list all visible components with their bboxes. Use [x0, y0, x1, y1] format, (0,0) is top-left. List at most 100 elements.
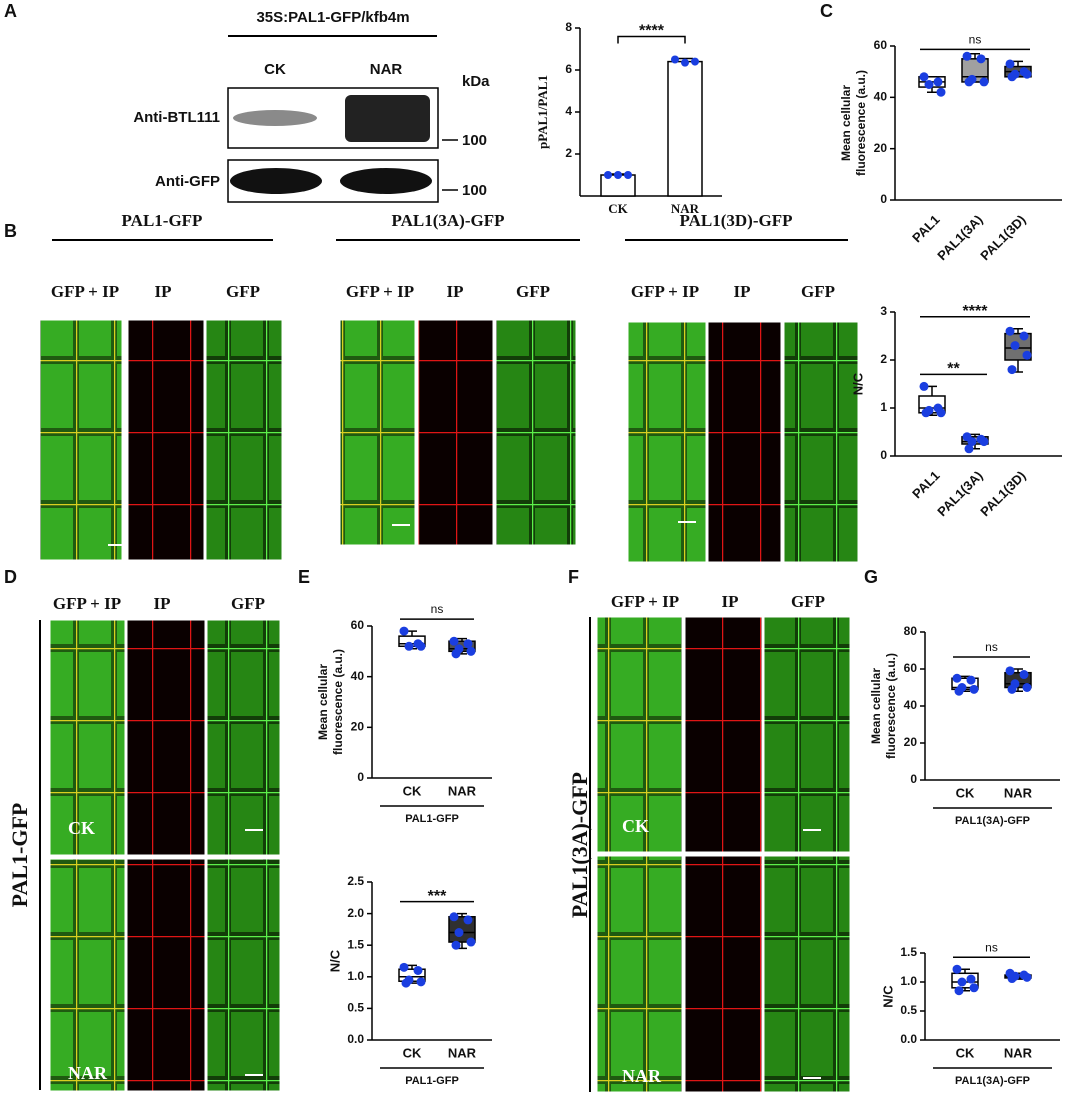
data-point [691, 57, 699, 66]
group-label: PAL1-GFP [405, 813, 459, 825]
significance-label: *** [428, 888, 447, 905]
data-point [1007, 365, 1017, 375]
micrograph [684, 616, 763, 853]
data-point [1005, 59, 1015, 69]
bar [667, 60, 703, 197]
x-tick-label: NAR [448, 1045, 477, 1060]
data-point [416, 977, 426, 987]
y-tick-label: 80 [904, 624, 918, 638]
y-tick-label: 20 [874, 141, 888, 155]
chart: 2 4 6 8 pPAL1/PAL1 CK NAR **** [535, 20, 722, 216]
micrograph [339, 319, 416, 546]
micrograph [627, 321, 707, 563]
y-tick-label: 40 [904, 698, 918, 712]
x-tick-label: CK [956, 1045, 975, 1060]
group-label: PAL1(3A)-GFP [955, 1075, 1030, 1087]
data-point [604, 171, 612, 179]
significance-label: ns [431, 602, 444, 616]
y-axis-label: Mean cellular [869, 668, 883, 744]
y-tick-label: 0 [880, 448, 887, 462]
data-point [933, 77, 943, 87]
marker-label: 100 [462, 132, 487, 149]
whisker [1013, 328, 1023, 334]
data-point [964, 444, 974, 454]
data-point [979, 437, 989, 447]
y-tick-label: 0.5 [347, 1001, 364, 1015]
channel-label: GFP + IP [51, 282, 119, 301]
micrograph [49, 858, 126, 1092]
panel-label: D [4, 567, 17, 587]
data-point [1007, 974, 1017, 984]
y-tick-label: 0.5 [900, 1003, 917, 1017]
group-label: PAL1-GFP [405, 1075, 459, 1087]
y-tick-label: 2.5 [347, 874, 364, 888]
micrograph [205, 319, 283, 561]
y-tick-label: 1.0 [900, 974, 917, 988]
condition-label: CK [622, 816, 649, 836]
blot-band [230, 168, 322, 194]
channel-label: IP [734, 282, 751, 301]
data-point [416, 641, 426, 651]
data-point [466, 646, 476, 656]
y-tick-label: 40 [351, 669, 365, 683]
chart: 0.0 0.5 1.0 1.5 N/C CK NAR ns PAL1(3A)-GFP [880, 940, 1060, 1087]
row-label: Anti-GFP [155, 173, 220, 190]
data-point [952, 964, 962, 974]
data-point [976, 54, 986, 64]
significance-label: ** [947, 361, 960, 378]
data-point [964, 77, 974, 87]
condition-label: CK [68, 818, 95, 838]
data-point [954, 686, 964, 696]
data-point [681, 58, 689, 67]
y-axis-label: N/C [850, 372, 865, 395]
data-point [936, 408, 946, 418]
y-tick-label: 20 [351, 720, 365, 734]
data-point [921, 408, 931, 418]
channel-label: IP [154, 594, 171, 613]
data-point [966, 675, 976, 685]
data-point [1022, 350, 1032, 360]
group-label: PAL1(3A)-GFP [955, 815, 1030, 827]
micrograph [783, 321, 859, 563]
micrograph [417, 319, 494, 546]
y-axis-label: N/C [880, 985, 895, 1008]
x-tick-label: NAR [1004, 1045, 1033, 1060]
y-tick-label: 8 [565, 20, 572, 34]
data-point [466, 937, 476, 947]
data-point [463, 639, 473, 649]
layout [39, 35, 848, 1092]
x-tick-label: PAL1(3A) [934, 212, 985, 263]
micrograph [495, 319, 577, 546]
channel-label: IP [722, 592, 739, 611]
data-point [624, 171, 632, 179]
channel-label: GFP + IP [53, 594, 121, 613]
channel-label: GFP + IP [346, 282, 414, 301]
x-tick-label: NAR [1004, 785, 1033, 800]
x-tick-label: PAL1(3A) [934, 468, 985, 519]
construct-label: PAL1-GFP [122, 211, 203, 230]
micrograph [126, 858, 206, 1092]
chart: 0 20 40 60 Mean cellular fluorescence (a.u.) P… [839, 33, 1062, 263]
y-tick-label: 1.5 [900, 945, 917, 959]
x-tick-label: CK [956, 785, 975, 800]
y-axis-label: N/C [327, 949, 342, 972]
micrograph [127, 319, 205, 561]
micrograph [596, 616, 683, 853]
panel-label: A [4, 1, 17, 21]
channel-label: GFP [791, 592, 825, 611]
condition-label: NAR [622, 1066, 662, 1086]
x-tick-label: NAR [671, 201, 700, 216]
x-tick-label: PAL1(3D) [977, 212, 1028, 263]
unit-label: kDa [462, 73, 490, 90]
data-point [404, 641, 414, 651]
micrograph [763, 616, 851, 853]
x-tick-label: PAL1 [909, 212, 942, 245]
data-point [1007, 72, 1017, 82]
blot-band [340, 168, 432, 194]
x-tick-label: CK [403, 783, 422, 798]
y-tick-label: 2 [880, 352, 887, 366]
data-point [1005, 326, 1015, 336]
data-point [1019, 331, 1029, 341]
construct-label: PAL1(3A)-GFP [392, 211, 505, 230]
